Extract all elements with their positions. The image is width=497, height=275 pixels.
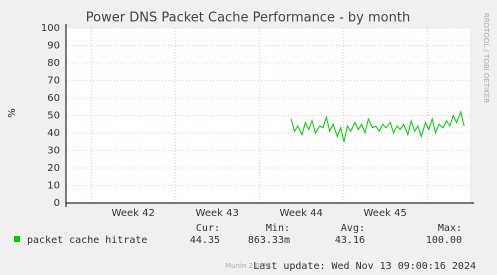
x-tick-label: Week 44 [280, 208, 323, 219]
y-tick-label: 100 [41, 23, 60, 34]
stats-header: Avg: [341, 223, 365, 234]
side-note: RRDTOOL / TOBI OETIKER [482, 13, 490, 103]
marks [290, 110, 465, 142]
chart-title: Power DNS Packet Cache Performance - by … [86, 11, 410, 26]
stats-header: Cur: [196, 223, 220, 234]
y-tick-label: 80 [47, 58, 60, 69]
footer: Munin 2.0.76 [225, 262, 271, 270]
y-axis-label: % [7, 108, 18, 118]
x-tick-label: Week 42 [112, 208, 155, 219]
y-tick-label: 10 [47, 181, 60, 192]
y-tick-label: 70 [47, 76, 60, 87]
stats-value: 43.16 [335, 235, 365, 246]
stats-value: 100.00 [426, 235, 462, 246]
y-tick-label: 90 [47, 41, 60, 52]
y-tick-label: 50 [47, 111, 60, 122]
stats-value: 44.35 [190, 235, 220, 246]
y-tick-label: 40 [47, 128, 60, 139]
y-tick-label: 0 [54, 198, 60, 209]
x-tick-label: Week 43 [196, 208, 239, 219]
y-tick-label: 30 [47, 146, 60, 157]
stats-value: 863.33m [248, 235, 290, 246]
y-tick-label: 60 [47, 93, 60, 104]
data-line [290, 110, 465, 142]
legend-label: packet cache hitrate [27, 235, 147, 246]
stats-header: Max: [438, 223, 462, 234]
x-tick-label: Week 45 [364, 208, 407, 219]
legend-swatch [14, 236, 20, 242]
stats-header: Min: [266, 223, 290, 234]
last-update: Last update: Wed Nov 13 09:00:16 2024 [253, 261, 476, 272]
y-tick-label: 20 [47, 163, 60, 174]
